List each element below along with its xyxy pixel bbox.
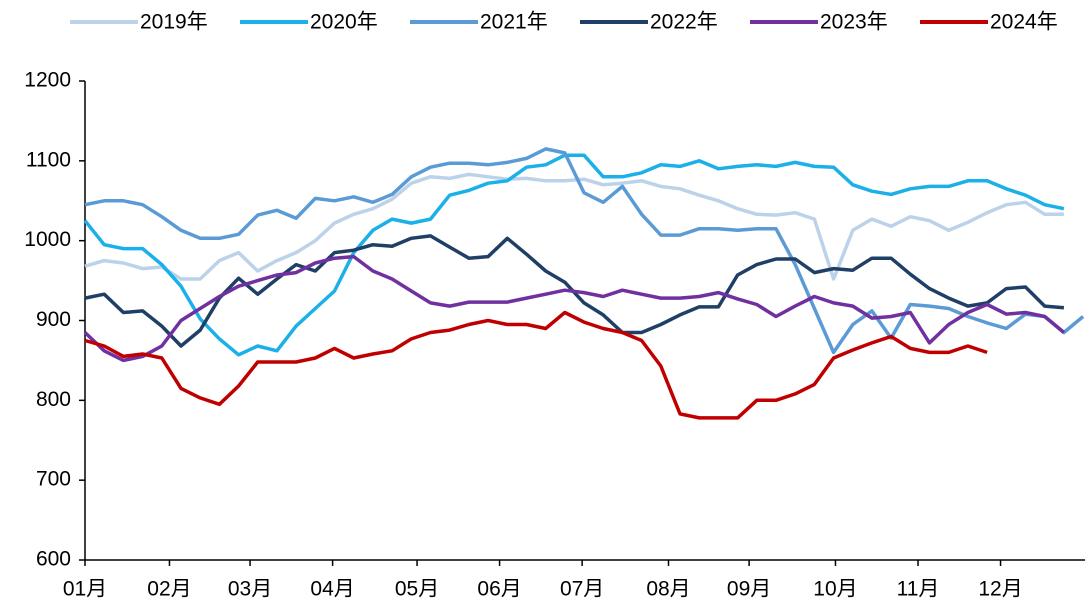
y-tick-label: 1200: [24, 69, 71, 92]
legend-label: 2024年: [990, 11, 1058, 34]
x-tick-label: 02月: [147, 578, 191, 601]
legend-label: 2023年: [820, 11, 888, 34]
x-tick-label: 04月: [310, 578, 354, 601]
series-line: [83, 254, 1066, 363]
series-line: [84, 310, 988, 420]
x-tick-label: 01月: [63, 578, 107, 601]
series-line: [83, 153, 1065, 357]
y-tick-label: 700: [36, 468, 71, 491]
series-line: [84, 172, 1064, 281]
legend-label: 2019年: [140, 11, 208, 34]
x-tick-label: 08月: [646, 578, 690, 601]
x-tick-label: 11月: [897, 578, 940, 601]
legend-label: 2020年: [310, 11, 378, 34]
x-tick-label: 07月: [560, 578, 604, 601]
y-tick-label: 1000: [24, 228, 71, 251]
x-tick-label: 10月: [813, 578, 857, 601]
x-tick-label: 06月: [477, 578, 521, 601]
legend-label: 2021年: [480, 11, 548, 34]
y-tick-label: 900: [36, 308, 71, 331]
y-tick-label: 600: [36, 548, 71, 571]
x-tick-label: 03月: [228, 578, 272, 601]
x-tick-label: 12月: [978, 578, 1022, 601]
x-tick-label: 09月: [727, 578, 771, 601]
series-line: [84, 147, 1085, 355]
x-tick-label: 05月: [395, 578, 439, 601]
y-tick-label: 800: [36, 388, 71, 411]
y-tick-label: 1100: [26, 148, 71, 171]
legend-label: 2022年: [650, 11, 718, 34]
